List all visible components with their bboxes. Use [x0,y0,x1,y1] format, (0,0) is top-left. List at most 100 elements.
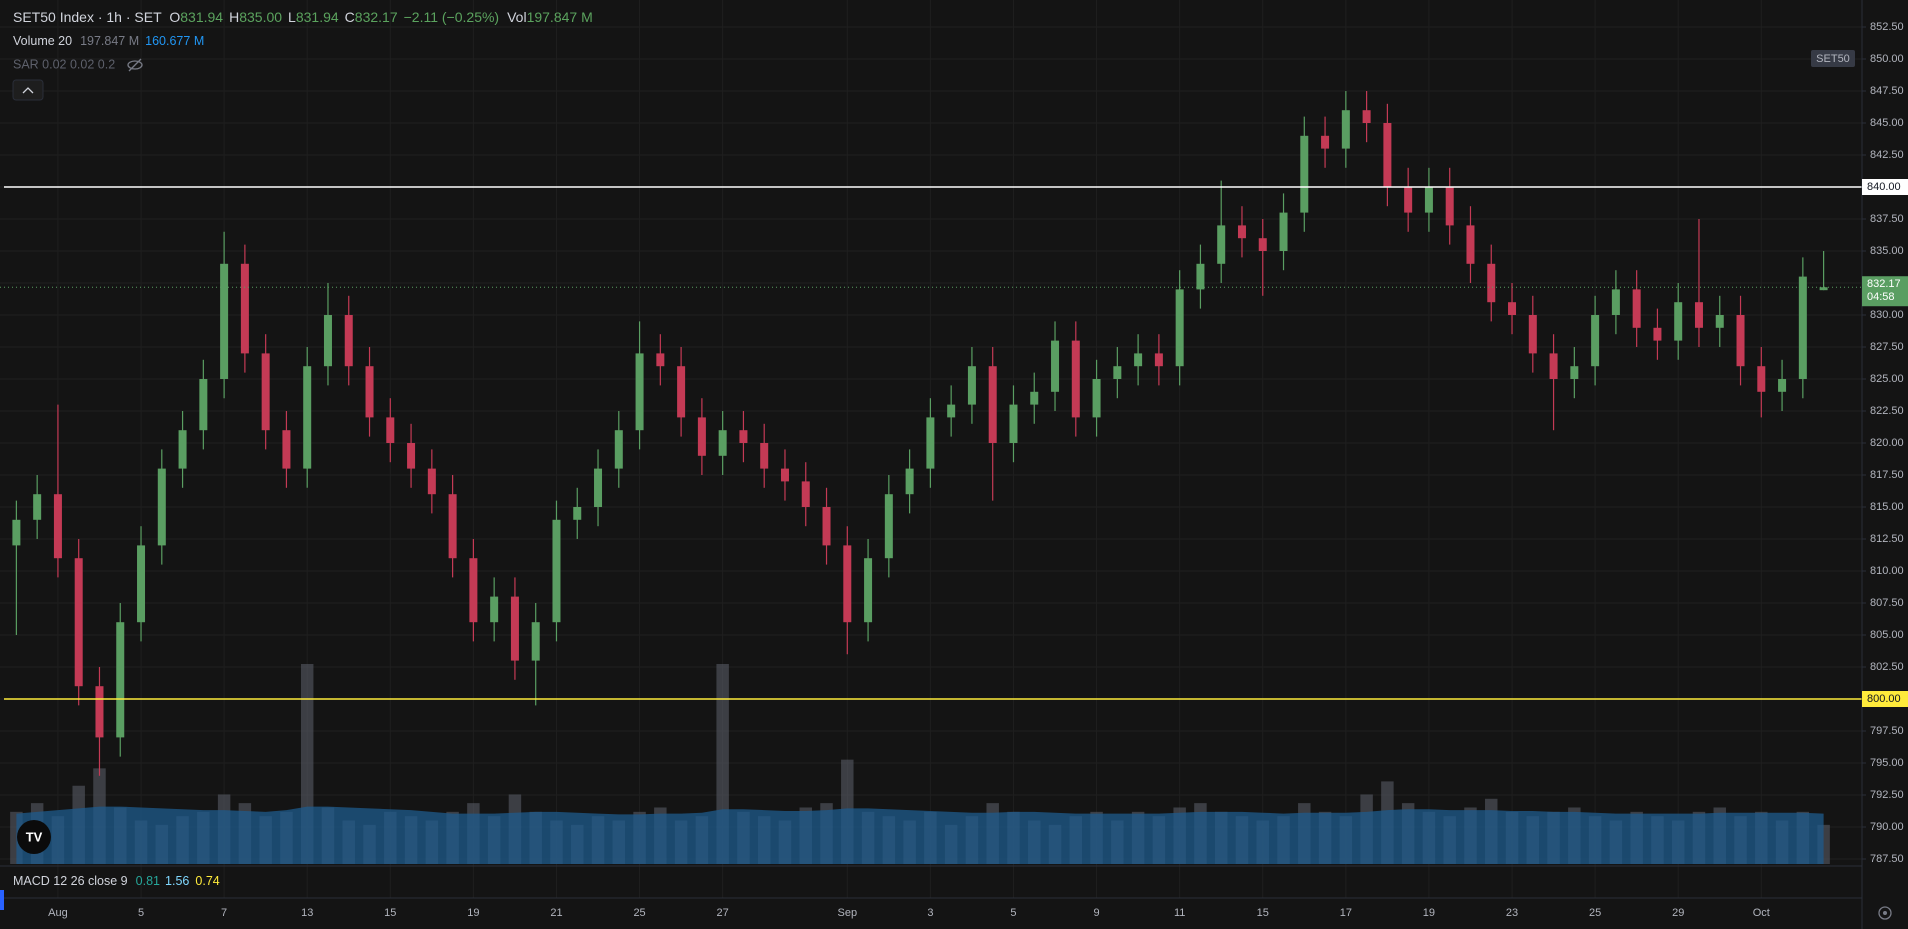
y-tick-label: 845.00 [1870,117,1904,129]
y-tick-label: 802.50 [1870,661,1904,673]
candle-body [926,417,935,469]
last-price-label: 832.17 [1867,278,1901,290]
x-tick-label: 29 [1672,907,1684,919]
x-tick-label: 5 [138,907,144,919]
candle-body [1445,187,1454,226]
candle-body [12,519,21,546]
hline-tag-label: 800.00 [1867,693,1901,705]
candle-body [1217,225,1226,264]
candle-body [1362,110,1371,123]
y-tick-label: 787.50 [1870,853,1904,865]
candle-body [1424,187,1433,213]
candle-body [1819,287,1828,291]
tv-logo[interactable]: TV [17,820,51,854]
candle-body [967,366,976,405]
candle-body [199,379,208,431]
volume-ma-area [16,806,1824,864]
candle-body [137,545,146,623]
candle-body [739,430,748,443]
macd-name: MACD 12 26 close 9 [13,874,128,888]
candle-body [365,366,374,418]
hline-tag [1862,691,1908,707]
candle-body [1736,315,1745,367]
candle-body [988,366,997,443]
candle-body [947,404,956,418]
macd-legend: MACD 12 26 close 9 0.81 1.56 0.74 [13,874,220,888]
hline-tag [1862,179,1908,195]
candle-body [1051,340,1060,392]
candle-body [884,494,893,559]
x-tick-label: 27 [717,907,729,919]
candle-body [427,468,436,495]
candle-body [1383,123,1392,187]
time-axis: Aug 5 7 13 15 19 21 25 27 Sep 3 5 9 11 15 17 19 23 25 29 Oct [48,907,1770,919]
candle-body [282,430,291,469]
candle-body [1175,289,1184,367]
candle-body [1341,110,1350,149]
candle-body [1591,315,1600,367]
candle-body [1757,366,1766,392]
candle-body [1549,353,1558,379]
l-label: L [288,9,296,25]
vol-label: Vol [507,9,526,25]
overlays [0,186,1862,700]
candle-body [95,686,104,738]
y-tick-label: 792.50 [1870,789,1904,801]
x-tick-label: Sep [838,907,858,919]
candle-body [905,468,914,495]
candle-body [178,430,187,469]
settings-icon[interactable] [1878,906,1892,920]
x-tick-label: 19 [1423,907,1435,919]
candle-body [53,494,62,559]
x-tick-label: 11 [1174,907,1185,919]
candles [12,91,1828,776]
y-tick-label: 815.00 [1870,501,1904,513]
candle-body [407,443,416,469]
x-tick-label: 25 [633,907,645,919]
macd-hist: 0.74 [195,874,219,888]
y-tick-label: 807.50 [1870,597,1904,609]
volume-legend: Volume 20 197.847 M 160.677 M [13,34,204,48]
hide-icon[interactable] [127,58,143,72]
y-tick-label: 822.50 [1870,405,1904,417]
sar-legend[interactable]: SAR 0.02 0.02 0.2 [13,57,115,71]
last-price-tag [1862,276,1908,307]
y-tick-label: 850.00 [1870,53,1904,65]
x-tick-label: 25 [1589,907,1601,919]
x-tick-label: Oct [1753,907,1770,919]
candle-body [1300,135,1309,213]
y-tick-label: 830.00 [1870,309,1904,321]
candle-body [1611,289,1620,315]
y-tick-label: 797.50 [1870,725,1904,737]
low: 831.94 [296,9,339,25]
candle-body [718,430,727,456]
candle-body [614,430,623,469]
collapse-button[interactable] [12,79,44,101]
svg-text:TV: TV [26,829,43,844]
h-label: H [229,9,239,25]
symbol: SET50 Index · 1h · SET [13,9,162,25]
candle-body [1154,353,1163,367]
candle-body [635,353,644,431]
candle-body [1092,379,1101,418]
candle-body [1487,263,1496,303]
y-tick-label: 842.50 [1870,149,1904,161]
candle-body [1237,225,1246,239]
volume-pane [10,664,1830,864]
open: 831.94 [180,9,223,25]
y-tick-label: 837.50 [1870,213,1904,225]
y-tick-label: 790.00 [1870,821,1904,833]
change: −2.11 (−0.25%) [404,9,499,25]
candle-body [531,622,540,661]
candle-body [822,507,831,546]
macd-value: 0.81 [136,874,160,888]
candle-body [1674,302,1683,341]
high: 835.00 [239,9,282,25]
candle-body [469,558,478,623]
hline-tag-label: 840.00 [1867,181,1901,193]
candle-body [1404,187,1413,213]
candle-body [1653,327,1662,341]
candle-body [220,263,229,379]
x-tick-label: 5 [1010,907,1016,919]
